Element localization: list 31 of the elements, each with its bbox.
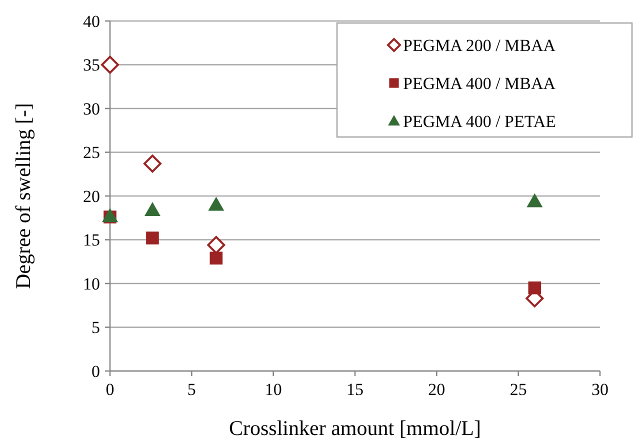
x-tick-label: 15 (346, 380, 364, 399)
legend-label: PEGMA 400 / PETAE (403, 112, 556, 131)
x-tick-label: 5 (187, 380, 196, 399)
point (101, 56, 119, 74)
point (208, 196, 224, 211)
y-tick-label: 40 (83, 12, 100, 31)
x-tick-label: 25 (510, 380, 527, 399)
x-tick-label: 10 (264, 380, 282, 399)
point (146, 232, 159, 244)
x-tick-label: 0 (106, 380, 114, 399)
point (144, 202, 160, 216)
y-axis-title: Degree of swelling [-] (11, 102, 35, 290)
point (526, 193, 543, 208)
x-tick-label: 20 (428, 380, 446, 399)
point (143, 154, 162, 173)
legend-label: PEGMA 400 / MBAA (403, 74, 556, 93)
y-tick-label: 30 (83, 99, 100, 118)
y-tick-label: 35 (83, 56, 100, 75)
x-tick-label: 30 (592, 380, 608, 399)
y-tick-label: 5 (92, 318, 100, 338)
point (210, 252, 223, 265)
y-tick-label: 15 (83, 230, 100, 250)
point (528, 281, 542, 294)
legend-label: PEGMA 200 / MBAA (403, 36, 556, 55)
y-tick-label: 0 (92, 362, 100, 381)
y-tick-label: 20 (83, 186, 100, 206)
point (207, 236, 226, 254)
x-axis-title: Crosslinker amount [mmol/L] (229, 416, 481, 440)
y-tick-label: 10 (83, 274, 100, 294)
y-tick-label: 25 (83, 143, 100, 162)
point (102, 208, 118, 222)
